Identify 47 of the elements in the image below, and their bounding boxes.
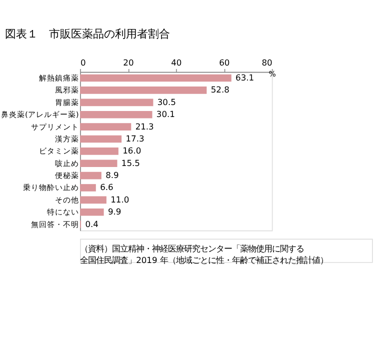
y-tick-label: サプリメント xyxy=(30,122,79,132)
x-tick-label: 80 xyxy=(262,58,272,68)
x-tick-label: 0 xyxy=(80,58,86,68)
data-label: 15.5 xyxy=(121,158,140,168)
data-label: 6.6 xyxy=(100,182,114,192)
x-tick-label: 40 xyxy=(171,58,182,68)
y-tick-label: 解熱鎮痛薬 xyxy=(38,74,79,83)
x-tick-label: 60 xyxy=(219,58,230,68)
data-label: 16.0 xyxy=(122,146,142,156)
bar xyxy=(80,160,118,168)
data-label: 17.3 xyxy=(126,133,144,144)
bar xyxy=(80,110,152,118)
chart-title: 図表１ 市販医薬品の利用者割合 xyxy=(4,28,170,41)
bar xyxy=(80,208,104,216)
bar xyxy=(80,184,96,192)
bar xyxy=(80,98,154,106)
data-label: 30.5 xyxy=(157,96,176,107)
y-tick-label: その他 xyxy=(54,195,79,204)
data-label: 21.3 xyxy=(135,121,154,132)
data-label: 52.8 xyxy=(210,84,230,95)
bar xyxy=(80,86,207,94)
bar xyxy=(80,135,122,143)
text: （資料）国立精神・神経医療研究センター「薬物使用に関する xyxy=(80,243,304,254)
bar xyxy=(80,74,232,82)
y-tick-label: 胃腸薬 xyxy=(54,98,79,107)
data-label: 11.0 xyxy=(110,194,130,204)
y-tick-label: 無回答・不明 xyxy=(30,220,79,229)
bar xyxy=(80,123,132,130)
bar xyxy=(80,196,106,204)
y-tick-label: 特にない xyxy=(46,208,79,217)
y-tick-label: 咳止め xyxy=(54,158,79,168)
y-tick-label: 乗り物酔い止め xyxy=(22,183,79,192)
data-label: 63.1 xyxy=(236,72,254,83)
y-tick-label: 鼻炎薬(アレルギー薬) xyxy=(0,110,79,120)
text: 全国住民調査」2019 年（地域ごとに性・年齢で補正された推計値） xyxy=(80,254,328,265)
x-tick-label: 20 xyxy=(123,58,134,68)
data-label: 8.9 xyxy=(106,170,119,180)
x-axis-title: % xyxy=(268,70,276,79)
y-tick-label: 漢方薬 xyxy=(54,134,79,144)
y-tick-label: 便秘薬 xyxy=(54,171,79,180)
bar xyxy=(80,148,118,155)
bar xyxy=(80,172,102,180)
y-tick-label: 風邪薬 xyxy=(54,86,79,95)
data-label: 0.4 xyxy=(85,218,98,229)
data-label: 30.1 xyxy=(156,109,175,120)
y-tick-label: ビタミン薬 xyxy=(38,146,79,156)
data-label: 9.9 xyxy=(108,206,122,217)
